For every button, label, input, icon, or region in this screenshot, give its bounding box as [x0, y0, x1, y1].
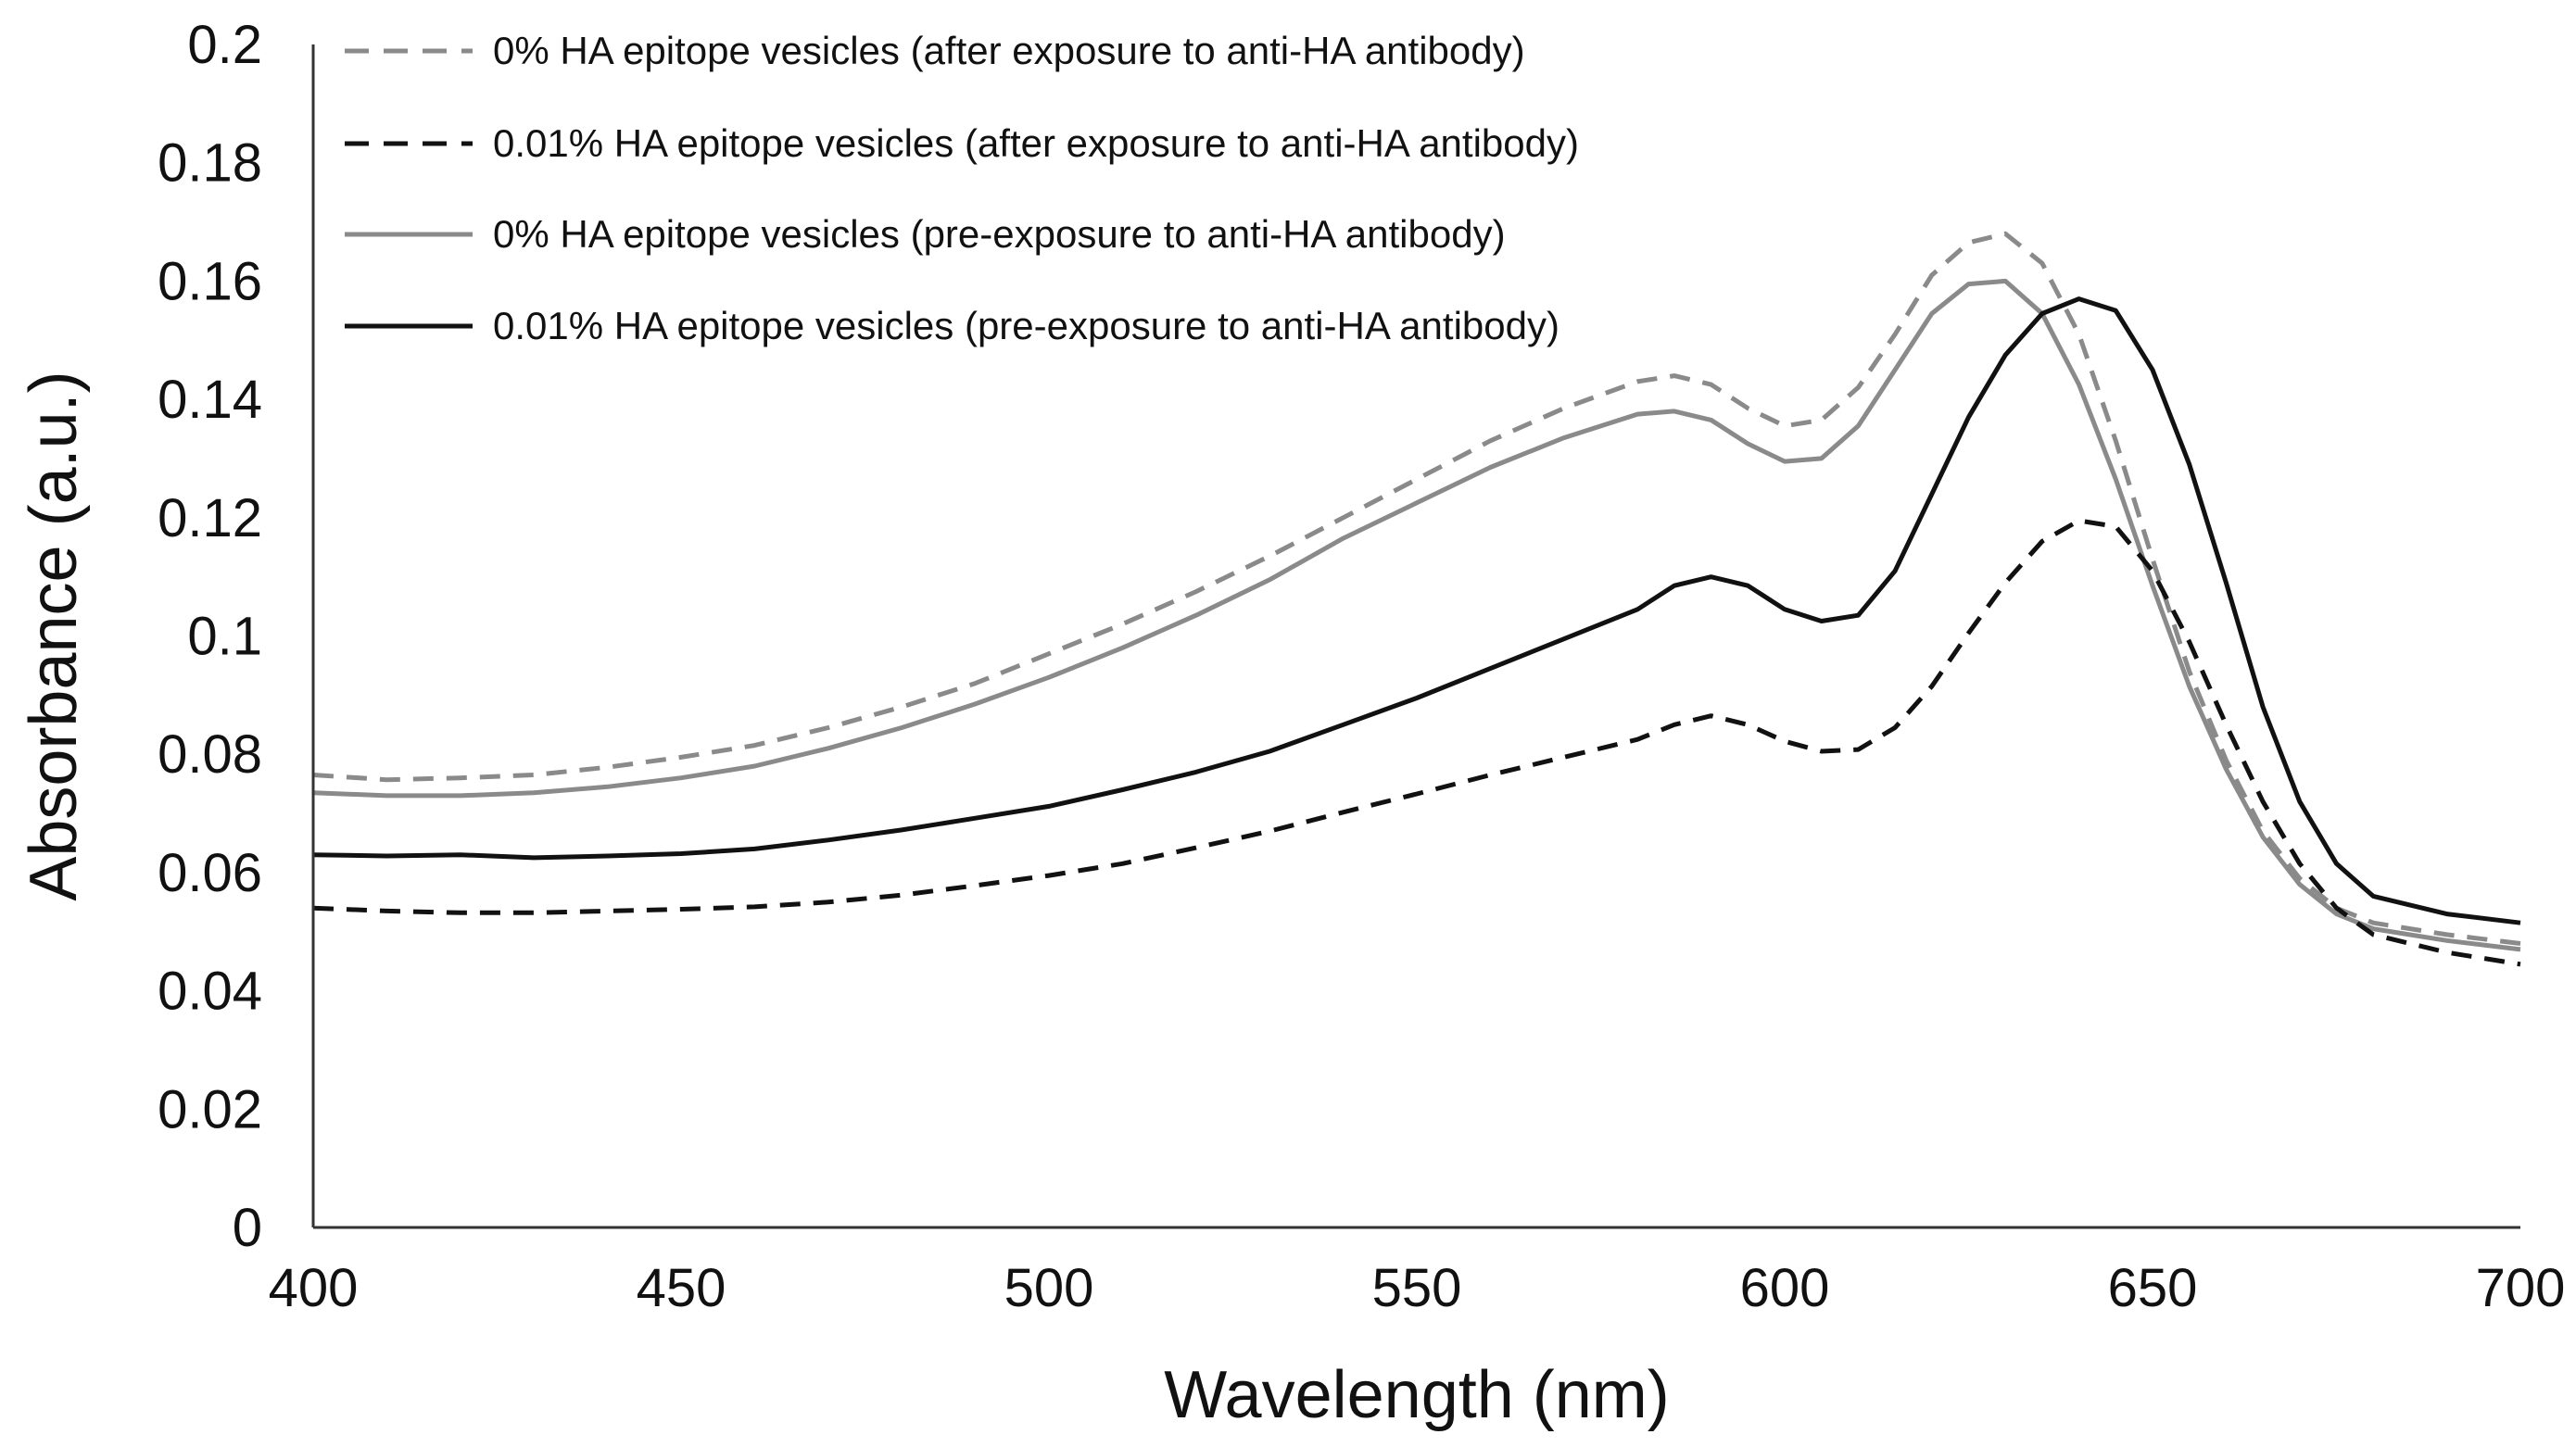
y-tick-label: 0.2: [187, 15, 262, 75]
x-tick-label: 500: [1004, 1258, 1094, 1318]
y-tick-label: 0.08: [158, 724, 262, 785]
x-tick-label: 600: [1740, 1258, 1830, 1318]
legend: 0% HA epitope vesicles (after exposure t…: [345, 29, 1579, 347]
y-tick-label: 0.1: [187, 607, 262, 667]
x-axis-title: Wavelength (nm): [1164, 1358, 1670, 1432]
legend-label-4: 0.01% HA epitope vesicles (pre-exposure …: [493, 304, 1559, 347]
axes-layer: [311, 44, 2520, 1229]
y-tick-label: 0.12: [158, 488, 262, 548]
x-tick-label: 550: [1372, 1258, 1462, 1318]
legend-label-3: 0% HA epitope vesicles (pre-exposure to …: [493, 212, 1506, 256]
y-axis-title: Absorbance (a.u.): [17, 371, 91, 900]
y-tick-label: 0.18: [158, 133, 262, 194]
x-tick-label: 650: [2108, 1258, 2198, 1318]
y-tick-labels: 0 0.02 0.04 0.06 0.08 0.1 0.12 0.14 0.16 0.18 0.2: [158, 15, 262, 1258]
y-tick-label: 0.16: [158, 251, 262, 311]
x-tick-label: 700: [2476, 1258, 2566, 1318]
legend-label-1: 0% HA epitope vesicles (after exposure t…: [493, 29, 1525, 72]
x-tick-label: 400: [269, 1258, 359, 1318]
x-tick-labels: 400 450 500 550 600 650 700: [269, 1258, 2566, 1318]
y-tick-label: 0.14: [158, 370, 262, 430]
legend-label-2: 0.01% HA epitope vesicles (after exposur…: [493, 121, 1579, 165]
series-line-3: [312, 278, 2521, 952]
series-line-2: [312, 518, 2521, 967]
series-layer: [312, 231, 2521, 967]
y-tick-label: 0.04: [158, 962, 262, 1022]
y-tick-label: 0.06: [158, 843, 262, 903]
y-tick-label: 0.02: [158, 1079, 262, 1139]
x-tick-label: 450: [637, 1258, 726, 1318]
series-line-1: [312, 231, 2521, 946]
series-line-4: [312, 296, 2521, 925]
y-tick-label: 0: [233, 1198, 262, 1258]
